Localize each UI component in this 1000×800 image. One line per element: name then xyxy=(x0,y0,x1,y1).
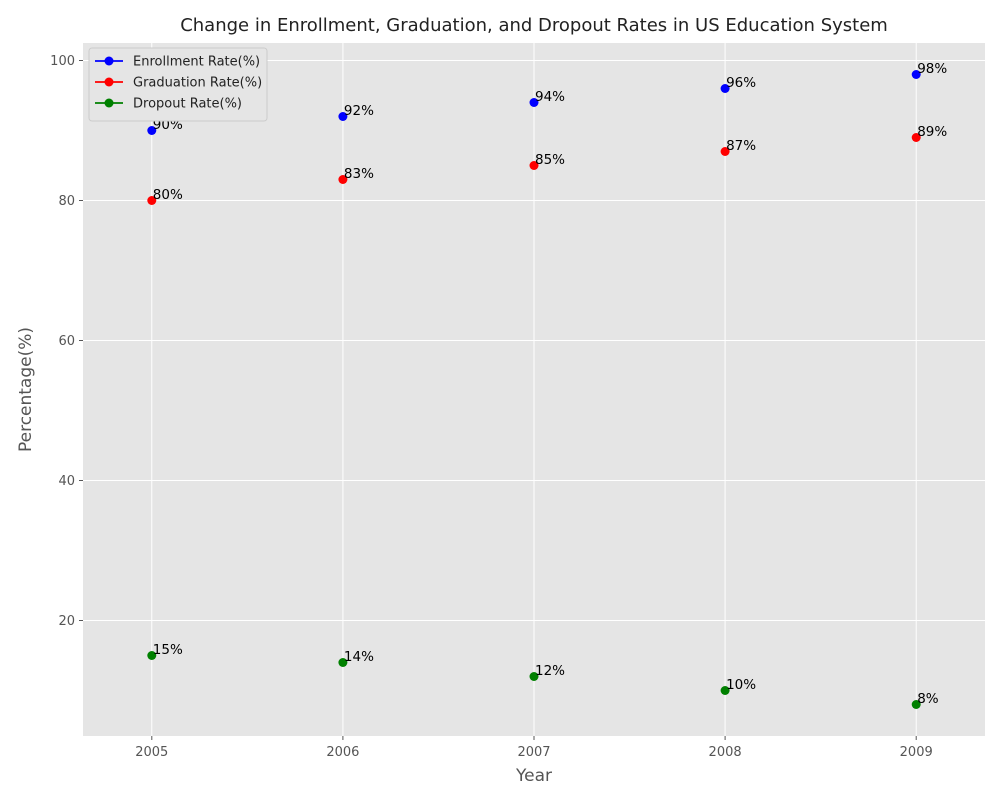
legend-marker xyxy=(104,77,114,87)
data-label: 8% xyxy=(917,691,939,707)
data-label: 94% xyxy=(535,89,565,105)
x-tick-label: 2005 xyxy=(135,745,168,760)
data-point xyxy=(338,175,348,184)
legend-label: Enrollment Rate(%) xyxy=(133,55,260,70)
data-point xyxy=(911,133,921,142)
x-tick-label: 2007 xyxy=(517,745,550,760)
y-tick-label: 40 xyxy=(58,474,75,489)
y-axis-ticks: 20 40 60 80 100 xyxy=(50,54,83,629)
data-point xyxy=(147,126,157,135)
data-point xyxy=(911,700,921,709)
data-label: 10% xyxy=(726,677,756,693)
data-label: 92% xyxy=(344,103,374,119)
data-point xyxy=(529,161,539,170)
data-label: 14% xyxy=(344,649,374,665)
legend: Enrollment Rate(%) Graduation Rate(%) Drop… xyxy=(88,47,268,122)
data-label: 12% xyxy=(535,663,565,679)
data-point xyxy=(338,658,348,667)
data-point xyxy=(720,147,730,156)
data-label: 80% xyxy=(153,187,183,203)
data-label: 83% xyxy=(344,166,374,182)
data-label: 96% xyxy=(726,75,756,91)
data-label: 98% xyxy=(917,61,947,77)
legend-marker xyxy=(104,98,114,108)
data-labels: 90%92%94%96%98%80%83%85%87%89%15% 14%12%1… xyxy=(153,61,948,707)
x-tick-label: 2008 xyxy=(709,745,742,760)
y-axis-label: Percentage(%) xyxy=(16,327,36,452)
data-point xyxy=(147,651,157,660)
data-points xyxy=(147,70,921,709)
data-point xyxy=(720,84,730,93)
data-point xyxy=(529,98,539,107)
data-point xyxy=(338,112,348,121)
data-label: 89% xyxy=(917,124,947,140)
data-point xyxy=(529,672,539,681)
legend-marker xyxy=(104,56,114,66)
data-point xyxy=(720,686,730,695)
data-point xyxy=(147,196,157,205)
grid xyxy=(83,43,985,736)
x-tick-label: 2009 xyxy=(900,745,933,760)
legend-label: Graduation Rate(%) xyxy=(133,76,262,91)
data-label: 87% xyxy=(726,138,756,154)
legend-label: Dropout Rate(%) xyxy=(133,97,242,112)
y-tick-label: 100 xyxy=(50,54,75,69)
y-tick-label: 80 xyxy=(58,194,75,209)
data-label: 85% xyxy=(535,152,565,168)
x-axis-ticks: 2005 2006 2007 2008 2009 xyxy=(135,736,933,760)
legend-box xyxy=(88,47,268,122)
data-label: 15% xyxy=(153,642,183,658)
chart-title: Change in Enrollment, Graduation, and Dr… xyxy=(180,15,888,36)
x-axis-label: Year xyxy=(515,766,552,786)
x-tick-label: 2006 xyxy=(326,745,359,760)
data-point xyxy=(911,70,921,79)
y-tick-label: 20 xyxy=(58,614,75,629)
y-tick-label: 60 xyxy=(58,334,75,349)
